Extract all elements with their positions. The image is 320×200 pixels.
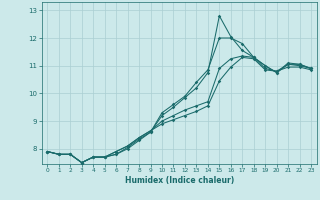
X-axis label: Humidex (Indice chaleur): Humidex (Indice chaleur) (124, 176, 234, 185)
